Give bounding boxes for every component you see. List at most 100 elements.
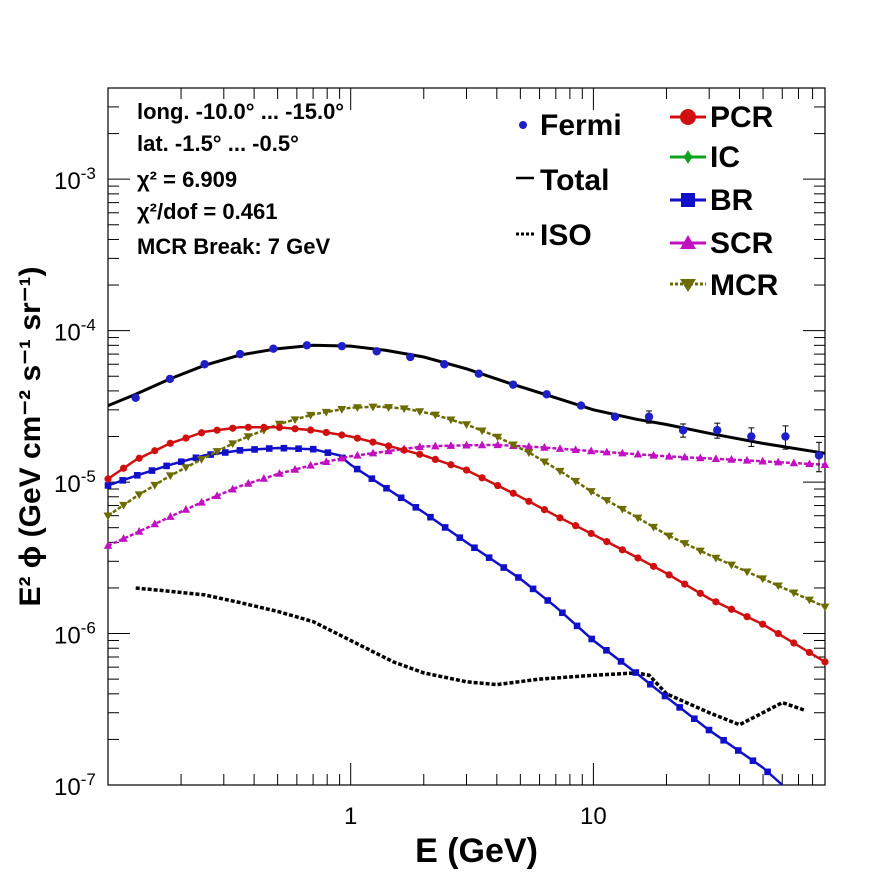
scr-marker (633, 449, 643, 458)
br-marker (251, 446, 258, 453)
scr-marker (555, 444, 565, 452)
mcr-marker (150, 481, 160, 490)
legend-ic-label: IC (710, 141, 740, 174)
pcr-marker (712, 598, 720, 606)
scr-marker (602, 447, 611, 456)
scr-marker (166, 512, 175, 520)
pcr-marker (275, 423, 284, 432)
scr-marker (150, 519, 159, 528)
series-scr (103, 440, 830, 549)
fermi-point (337, 341, 347, 351)
mcr-marker (119, 501, 129, 510)
br-marker (500, 564, 508, 571)
pcr-marker (665, 571, 673, 579)
mcr-marker (649, 523, 659, 532)
fermi-point (474, 369, 483, 378)
tick-labels: 1 10 10-7 10-6 10-5 10-4 10-3 (54, 164, 607, 830)
annotation-latitude: lat. -1.5° ... -0.5° (137, 131, 299, 156)
legend-total-label: Total (540, 164, 609, 197)
legend-mcr-marker (680, 279, 696, 292)
scr-marker (337, 453, 347, 462)
br-marker (764, 768, 771, 776)
br-marker (353, 465, 361, 473)
scr-marker (524, 442, 534, 450)
fermi-point (302, 341, 312, 350)
br-marker (544, 597, 552, 604)
pcr-marker (213, 426, 221, 434)
mcr-marker (134, 491, 144, 500)
scr-marker (462, 440, 471, 449)
mcr-marker (726, 561, 736, 570)
scr-marker (586, 446, 596, 455)
pcr-marker (478, 474, 486, 482)
scr-marker (571, 445, 580, 454)
br-marker (412, 504, 420, 511)
br-marker (192, 454, 200, 462)
mcr-marker (477, 427, 487, 436)
pcr-marker (447, 461, 455, 469)
mcr-marker (103, 512, 113, 521)
scr-marker (680, 452, 689, 461)
mcr-marker (820, 603, 830, 612)
br-marker (515, 574, 522, 581)
scr-marker (711, 454, 721, 462)
br-marker (485, 554, 493, 561)
br-marker (177, 458, 185, 466)
pcr-line (107, 426, 826, 663)
br-marker (559, 609, 566, 617)
pcr-marker (494, 481, 502, 490)
br-marker (471, 544, 478, 552)
mcr-marker (462, 421, 471, 430)
mcr-marker (586, 488, 596, 496)
pcr-marker (696, 589, 704, 597)
y-tick-label: 10-6 (54, 619, 96, 650)
fermi-point (165, 374, 175, 384)
fermi-point (131, 393, 140, 403)
br-marker (691, 715, 698, 723)
series-iso (135, 586, 807, 727)
pcr-marker (400, 446, 408, 454)
mcr-marker (773, 582, 783, 591)
pcr-marker (244, 423, 252, 431)
pcr-marker (260, 423, 268, 431)
br-marker (104, 482, 112, 489)
mcr-marker (804, 596, 814, 605)
br-marker (661, 692, 669, 700)
br-marker (676, 704, 683, 711)
br-marker (397, 494, 405, 502)
pcr-marker (525, 497, 533, 505)
pcr-marker (431, 455, 439, 463)
pcr-marker (649, 562, 658, 570)
scr-marker (228, 484, 237, 493)
br-marker (441, 524, 449, 531)
br-marker (588, 635, 596, 643)
legend-ic-marker (680, 150, 696, 164)
pcr-marker (509, 489, 517, 497)
br-marker (383, 484, 390, 492)
scr-marker (446, 441, 456, 449)
fermi-point (508, 380, 518, 389)
mcr-marker (493, 433, 503, 442)
br-marker (368, 475, 376, 482)
pcr-marker (618, 546, 626, 554)
scr-marker (789, 458, 799, 467)
mcr-marker (306, 411, 316, 420)
legend-scr-label: SCR (710, 227, 774, 260)
legend-mcr-label: MCR (710, 269, 779, 302)
pcr-marker (587, 529, 595, 538)
series-fermi (131, 341, 824, 473)
mcr-marker (711, 554, 721, 563)
scr-marker (212, 491, 222, 499)
mcr-marker (368, 403, 378, 412)
scr-marker (493, 440, 502, 449)
scr-marker (742, 455, 752, 464)
fermi-point (406, 352, 415, 362)
br-marker (720, 736, 727, 744)
br-marker (456, 534, 464, 541)
pcr-marker (540, 506, 549, 514)
mcr-marker (290, 416, 300, 425)
mcr-marker (384, 404, 394, 412)
scr-marker (649, 450, 658, 459)
pcr-marker (119, 464, 128, 472)
